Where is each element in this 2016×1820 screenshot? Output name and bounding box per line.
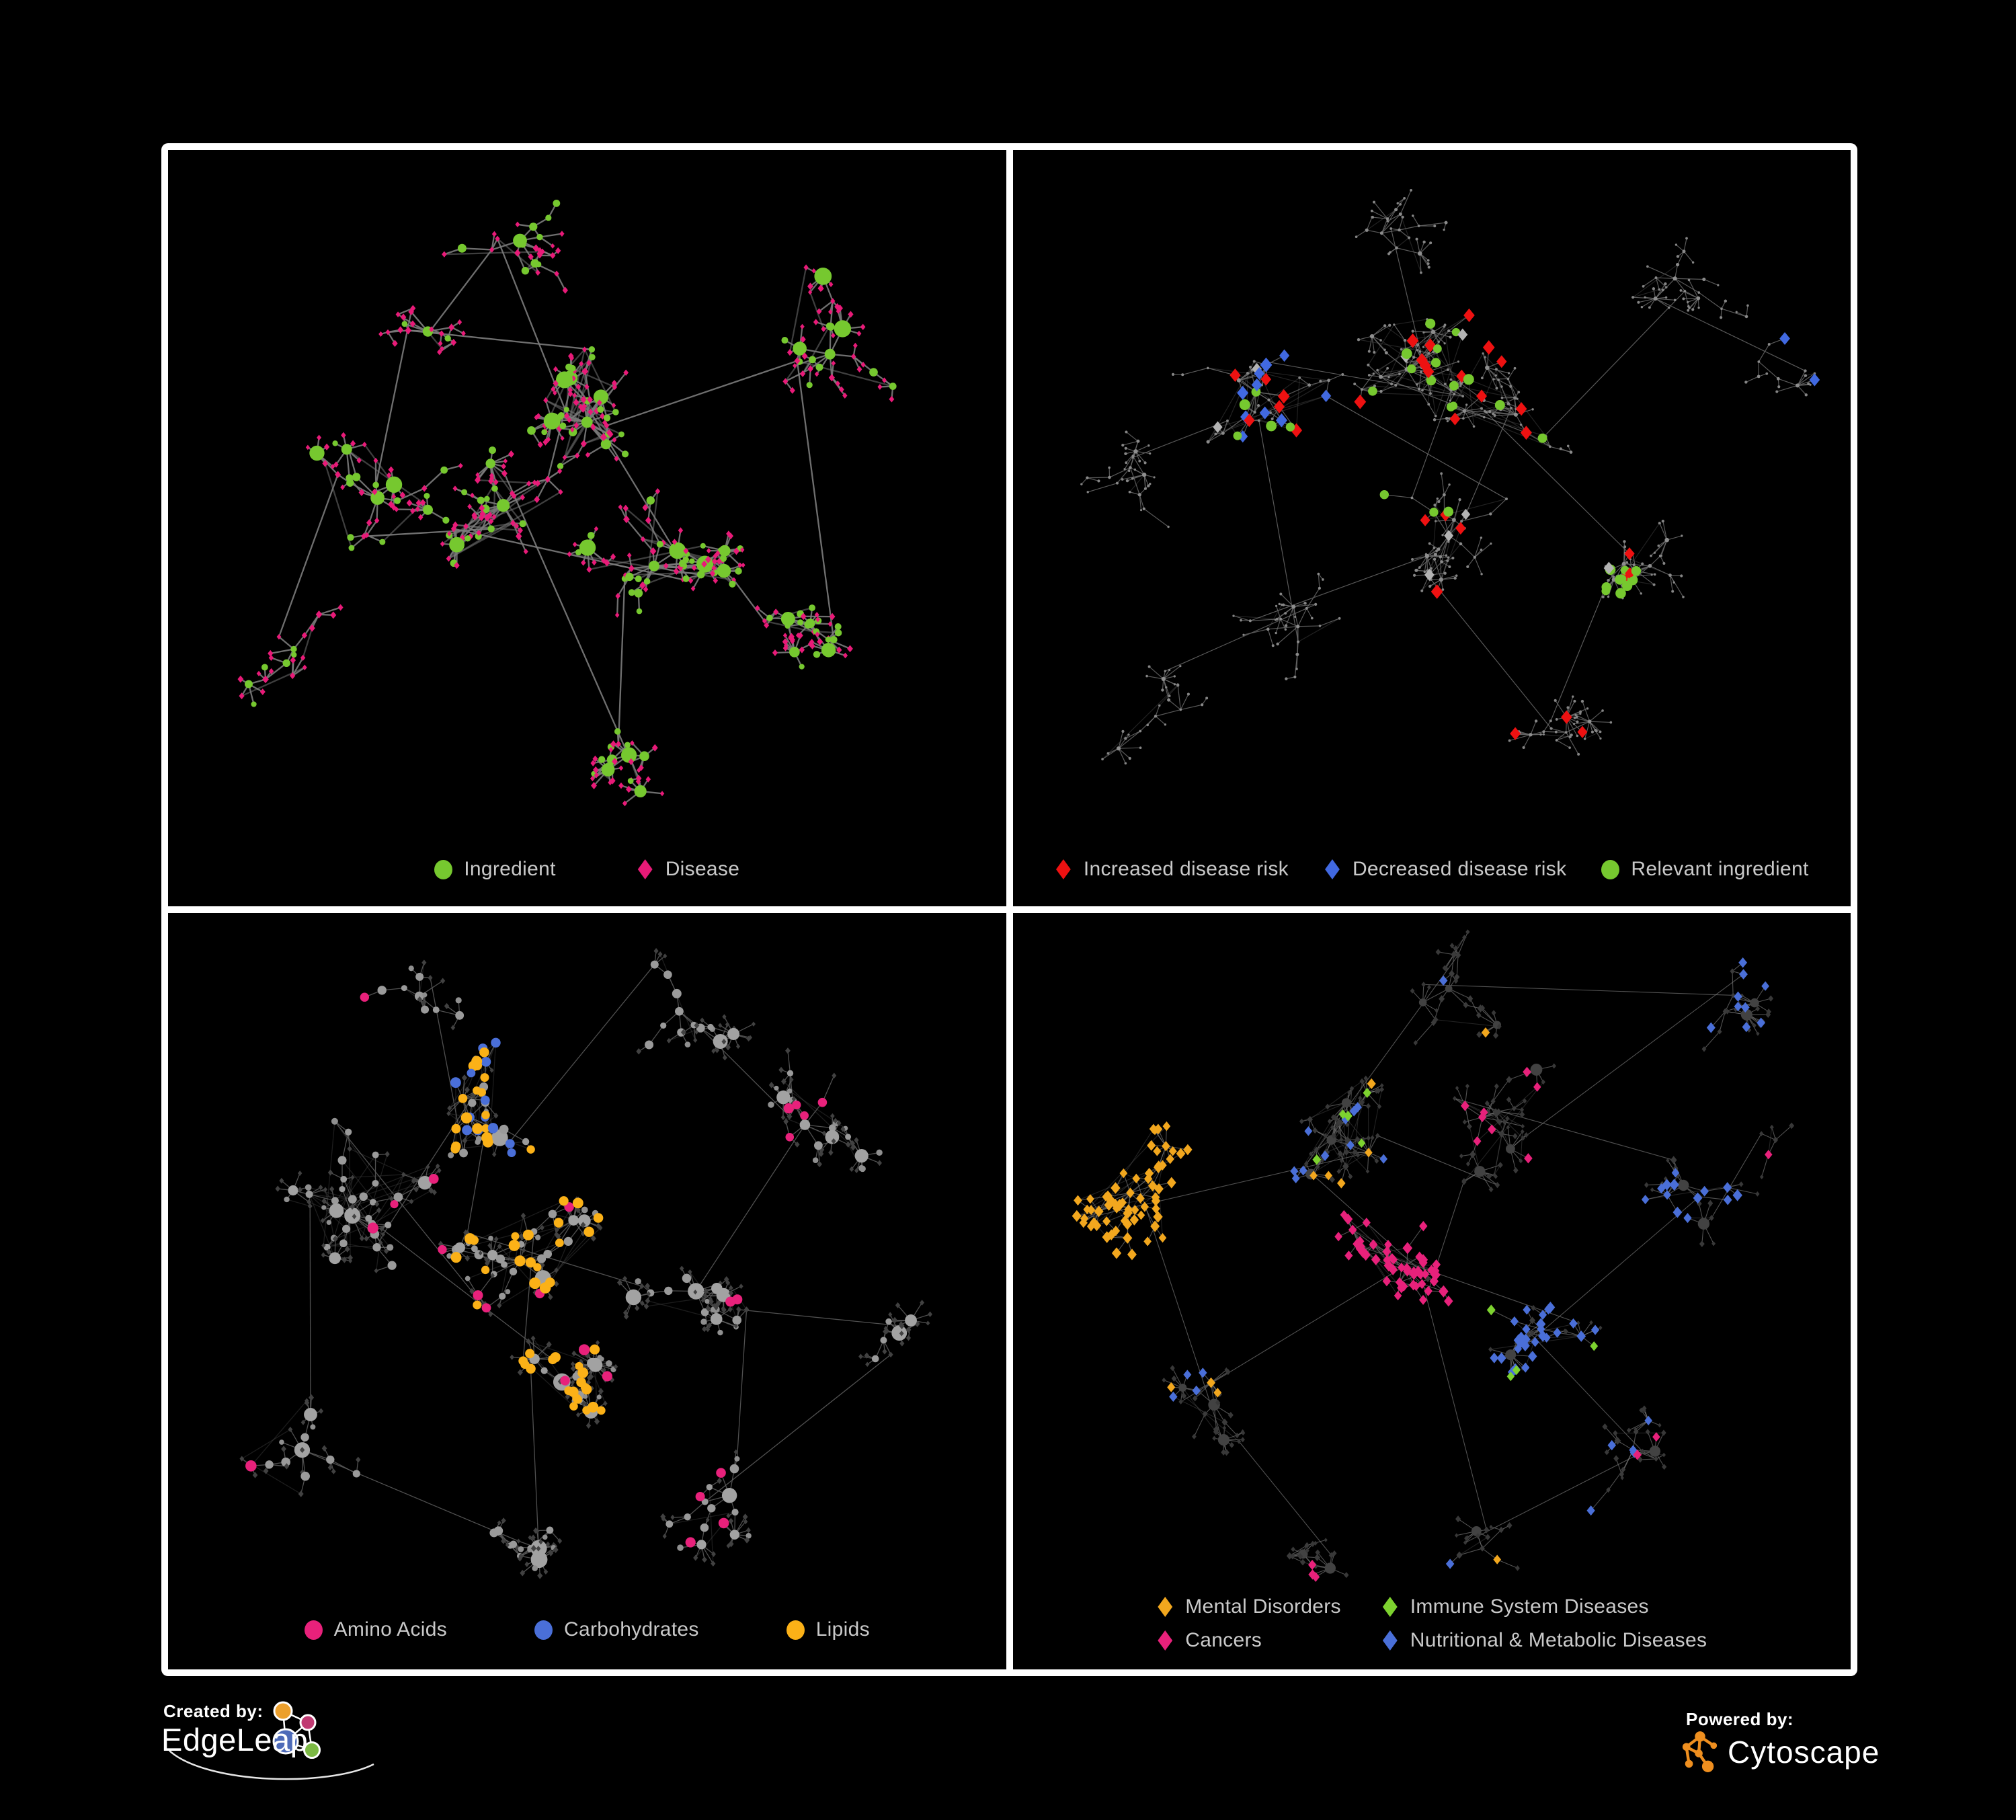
edgeleap-credit: Created by: EdgeLeap [160, 1700, 476, 1794]
panel-ingredient-disease: Ingredient Disease [168, 150, 1006, 906]
legend-item-relevant-ingredient: Relevant ingredient [1601, 858, 1808, 881]
legend-nutrient-classes: Amino Acids Carbohydrates Lipids [168, 1618, 1006, 1641]
legend-ingredient-disease: Ingredient Disease [168, 858, 1006, 881]
created-by-label: Created by: [163, 1701, 264, 1721]
legend-diamond-icon-nutritional-metabolic-diseases [1382, 1630, 1398, 1651]
legend-circle-icon-relevant-ingredient [1601, 859, 1620, 879]
legend-label-carbohydrates: Carbohydrates [564, 1618, 699, 1640]
panel-nutrient-classes: Amino Acids Carbohydrates Lipids [168, 913, 1006, 1669]
legend-item-amino-acids: Amino Acids [304, 1618, 447, 1641]
legend-diamond-icon-increased-disease-risk [1055, 859, 1071, 879]
legend-diamond-icon-immune-system-diseases [1382, 1597, 1398, 1617]
legend-circle-icon-carbohydrates [534, 1620, 553, 1640]
legend-disease-classes: Mental Disorders Immune System Diseases Ca… [1013, 1595, 1851, 1652]
legend-item-ingredient: Ingredient [434, 858, 555, 881]
legend-item-cancers: Cancers [1156, 1629, 1262, 1652]
legend-label-cancers: Cancers [1185, 1629, 1262, 1651]
legend-item-immune-system-diseases: Immune System Diseases [1381, 1595, 1649, 1618]
legend-label-disease: Disease [665, 858, 740, 880]
figure-grid: Ingredient Disease Increased disease risk… [161, 143, 1857, 1676]
legend-item-decreased-disease-risk: Decreased disease risk [1324, 858, 1566, 881]
legend-diamond-icon-mental-disorders [1158, 1597, 1173, 1617]
legend-circle-icon-lipids [786, 1620, 805, 1640]
legend-item-disease: Disease [637, 858, 739, 881]
legend-label-nutritional-metabolic-diseases: Nutritional & Metabolic Diseases [1410, 1629, 1707, 1651]
network-canvas-ingredient-disease [237, 199, 897, 807]
legend-item-lipids: Lipids [786, 1618, 870, 1641]
network-canvas-disease-risk [1080, 189, 1820, 765]
legend-diamond-icon-cancers [1158, 1630, 1173, 1651]
edgeleap-wordmark: EdgeLeap [161, 1722, 309, 1757]
legend-item-mental-disorders: Mental Disorders [1156, 1595, 1341, 1618]
legend-circle-icon-ingredient [434, 859, 453, 879]
legend-disease-risk: Increased disease risk Decreased disease … [1013, 858, 1851, 881]
legend-item-nutritional-metabolic-diseases: Nutritional & Metabolic Diseases [1381, 1629, 1707, 1652]
legend-label-mental-disorders: Mental Disorders [1185, 1595, 1341, 1618]
legend-label-increased-disease-risk: Increased disease risk [1083, 858, 1289, 880]
network-canvas-nutrient-classes [239, 948, 932, 1579]
cytoscape-logo-icon [1682, 1731, 1718, 1772]
legend-diamond-icon-disease [637, 859, 653, 879]
panel-disease-classes: Mental Disorders Immune System Diseases Ca… [1012, 913, 1851, 1669]
cytoscape-wordmark: Cytoscape [1728, 1735, 1880, 1770]
powered-by-label: Powered by: [1686, 1709, 1794, 1729]
panel-disease-risk: Increased disease risk Decreased disease … [1012, 150, 1851, 906]
legend-label-ingredient: Ingredient [464, 858, 556, 880]
edgeleap-logo-icon [169, 1701, 374, 1780]
legend-label-decreased-disease-risk: Decreased disease risk [1352, 858, 1567, 880]
network-canvas-disease-classes [1072, 929, 1794, 1582]
cytoscape-credit: Powered by: Cytoscape [1681, 1709, 1997, 1790]
legend-label-lipids: Lipids [815, 1618, 870, 1640]
legend-item-increased-disease-risk: Increased disease risk [1055, 858, 1289, 881]
legend-label-amino-acids: Amino Acids [333, 1618, 447, 1640]
legend-circle-icon-amino-acids [304, 1620, 323, 1640]
legend-label-immune-system-diseases: Immune System Diseases [1410, 1595, 1649, 1618]
legend-item-carbohydrates: Carbohydrates [534, 1618, 699, 1641]
legend-diamond-icon-decreased-disease-risk [1325, 859, 1340, 879]
legend-label-relevant-ingredient: Relevant ingredient [1631, 858, 1809, 880]
